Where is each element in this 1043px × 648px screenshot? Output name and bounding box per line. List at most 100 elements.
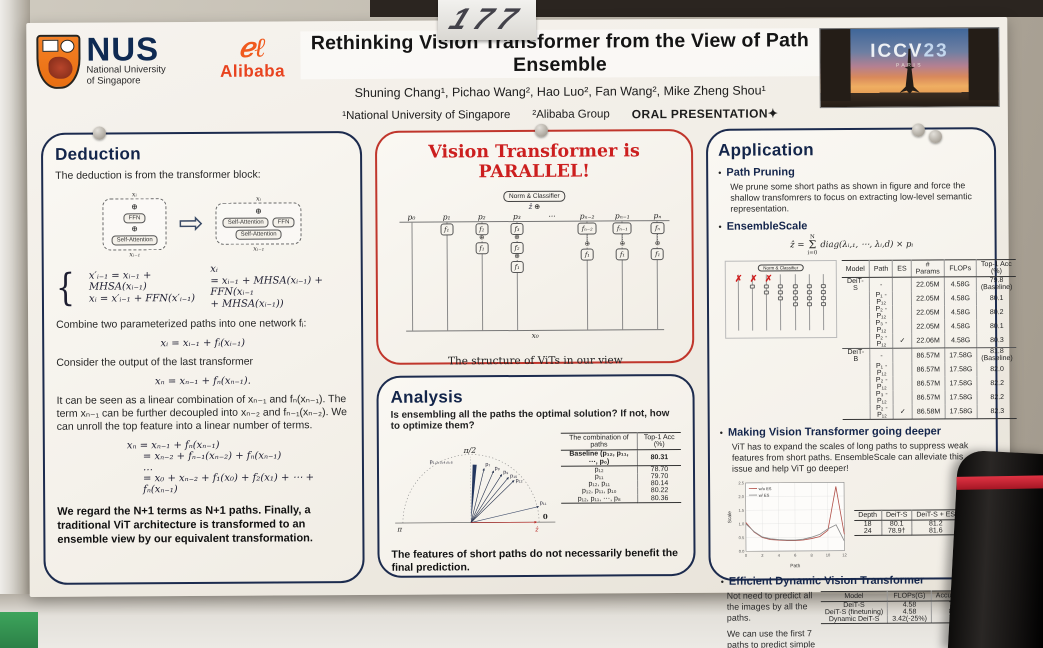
push-pin: [534, 123, 548, 137]
table-cell: 80.1: [989, 294, 1004, 302]
f-block: f₁: [440, 223, 454, 236]
nus-acronym: NUS: [86, 30, 160, 68]
table-cell: [841, 291, 870, 307]
table-cell: 17.58G: [944, 347, 977, 363]
going-deeper-title: Making Vision Transformer going deeper: [727, 425, 942, 439]
table-row: DeiT-B - 86.57M 17.58G 81.8 (Baseline): [842, 347, 1017, 364]
nus-shield-icon: [36, 34, 81, 89]
nus-logo: NUS National University of Singapore: [36, 30, 204, 89]
iccv23-wordmark: ICCV23: [870, 40, 949, 62]
svg-text:w/ ES: w/ ES: [759, 493, 770, 498]
f-block: f₁: [651, 248, 665, 261]
table-cell: 82.2: [990, 393, 1005, 401]
analysis-conclusion: The features of short paths do not neces…: [391, 547, 679, 574]
eq-merged-3: + MHSA(xᵢ₋₁)): [210, 298, 284, 310]
eq-system-2: xᵢ = x′ᵢ₋₁ + FFN(x′ᵢ₋₁): [89, 292, 196, 305]
pi-label: π: [397, 525, 403, 533]
table-cell: P₁ - P₁₂: [869, 291, 893, 306]
f-block: fₙ₋₁: [612, 222, 632, 235]
path-label: pₙ₋₂: [579, 211, 595, 221]
svg-text:Scale: Scale: [727, 511, 733, 524]
table-row: P₂ - P₁₂ 86.57M 17.58G 82.2: [842, 376, 1017, 392]
push-pin: [929, 130, 942, 143]
zero-label: 0: [543, 512, 548, 521]
deduction-heading: Deduction: [55, 144, 141, 164]
eq-last-transformer: xₙ = xₙ₋₁ + fₙ(xₙ₋₁).: [154, 375, 251, 388]
eq-system-1: x′ᵢ₋₁ = xᵢ₋₁ + MHSA(xᵢ₋₁): [88, 270, 152, 293]
authors: Shuning Chang¹, Pichao Wang², Hao Luo², …: [354, 83, 766, 100]
path-column: p₁ f₁: [430, 212, 464, 331]
analysis-panel: Analysis Is ensembling all the paths the…: [376, 373, 696, 578]
table-header-cell: ES: [892, 260, 912, 278]
table-cell: 86.58M: [911, 404, 946, 420]
svg-text:1.0: 1.0: [739, 521, 745, 526]
table-cell: p₁₂, p₁₁, ⋯, p₈: [561, 494, 638, 504]
table-cell: P₂ - P₁₂: [870, 376, 894, 391]
table-cell: -: [869, 348, 894, 363]
table-row: P₁ - P₁₂ 86.57M 17.58G 82.0: [842, 362, 1017, 378]
parallel-panel: Vision Transformer is PARALLEL! Norm & C…: [374, 128, 695, 367]
poster-header: NUS National University of Singapore ℯℓ …: [26, 17, 1008, 129]
table-cell: [892, 277, 912, 292]
transform-arrow-icon: ⇨: [178, 206, 204, 241]
svg-text:0.5: 0.5: [739, 535, 745, 540]
eq-merged-2: = xᵢ₋₁ + MHSA(xᵢ₋₁) + FFN(xᵢ₋₁: [210, 275, 323, 298]
path-pruning-figure: Norm & Classifier ✗ ✗ ✗: [724, 260, 838, 339]
table-cell: [893, 319, 912, 334]
svg-text:0.0: 0.0: [739, 549, 745, 554]
table-cell: 4.58G: [944, 319, 977, 334]
board-frame-edge: [0, 0, 30, 648]
norm-classifier-box: Norm & Classifier: [503, 190, 566, 203]
table-row: p₁₂, p₁₁, ⋯, p₈ 80.36: [561, 494, 682, 504]
path-angle-polar-plot: π/2 π 0 ẑ p₁,₂,₃,₄,₅,₆ p₇ p₈ p₉ p₁₀ p₁₂ …: [395, 446, 556, 534]
table-cell: 80.36: [637, 494, 682, 503]
path-combination-table: The combination of paths Top-1 Acc (%) Bas…: [561, 432, 682, 504]
table-cell: 78.9†: [881, 527, 912, 536]
merge-plus-icon: ⊕: [534, 203, 541, 211]
table-row: DeiT-S - 22.05M 4.58G 79.8 (Baseline): [841, 276, 1017, 293]
table-row: P₂ - P₁₂ ✓ 86.58M 17.58G 82.3: [842, 403, 1018, 420]
table-header-cell: FLOPs: [944, 259, 977, 277]
table-cell: 3.42(-25%): [887, 615, 932, 624]
zhat-axis-label: ẑ: [534, 526, 539, 533]
path-column: pₙ₋₂ fₙ₋₂ ⋮ ⊕ f₁: [571, 211, 604, 330]
path-column: ···: [536, 212, 569, 330]
table-cell: 81.8 (Baseline): [981, 348, 1013, 363]
table-header-cell: FLOPs(G): [887, 590, 932, 602]
combine-text: Combine two parameterized paths into one…: [56, 317, 307, 331]
table-header-cell: Path: [869, 260, 893, 278]
ffn-box: FFN: [123, 213, 146, 224]
nus-name-line1: National University: [86, 64, 166, 76]
svg-text:10: 10: [826, 552, 831, 557]
p9-label: p₉: [503, 470, 508, 476]
table-cell: [842, 333, 870, 349]
f-block: fₙ: [650, 222, 665, 235]
table-row: P₂ - P₁₂ ✓ 22.06M 4.58G 80.3: [842, 332, 1017, 349]
table-cell: Dynamic DeiT-S: [820, 615, 888, 624]
deduction-intro: The deduction is from the transformer bl…: [55, 168, 261, 182]
path-column: pₙ₋₁ fₙ₋₁ ⋮ ⊕ f₁: [606, 211, 639, 330]
path-column: pₙ fₙ ⋮ ⊕ f₁: [641, 211, 675, 330]
middle-column: Vision Transformer is PARALLEL! Norm & C…: [374, 128, 696, 583]
table-cell: 4.58G: [944, 333, 977, 348]
table-header-cell: Depth: [854, 510, 882, 521]
path-label: p₂: [477, 212, 486, 222]
application-panel: Application Path Pruning We prune some s…: [705, 127, 1018, 648]
path-label: p₃: [512, 211, 521, 222]
poster-number: 177: [445, 3, 530, 36]
alibaba-logo: ℯℓ Alibaba: [204, 29, 300, 82]
table-row: P₃ - P₁₂ 86.57M 17.58G 82.2: [842, 390, 1018, 406]
table-cell: 86.57M: [911, 347, 945, 363]
f-block: f₁: [580, 248, 594, 261]
table-header-cell: Model: [841, 260, 870, 278]
pruned-path-x-icon: ✗: [734, 273, 743, 284]
transformer-block-before: xᵢ ⊕ FFN ⊕ Self-Attention xᵢ₋₁: [102, 190, 167, 258]
table-cell: P₂ - P₁₂: [869, 333, 894, 349]
path-column: p₃ f₃ ⊕ f₂ ⊕ f₁: [500, 211, 534, 331]
table-row: P₃ - P₁₂ 22.05M 4.58G 80.1: [842, 319, 1017, 335]
eq-combine: xᵢ = xᵢ₋₁ + fᵢ(xᵢ₋₁): [160, 337, 246, 350]
p10-label: p₁₀: [510, 473, 517, 479]
z-hat-label: ẑ: [528, 202, 533, 211]
